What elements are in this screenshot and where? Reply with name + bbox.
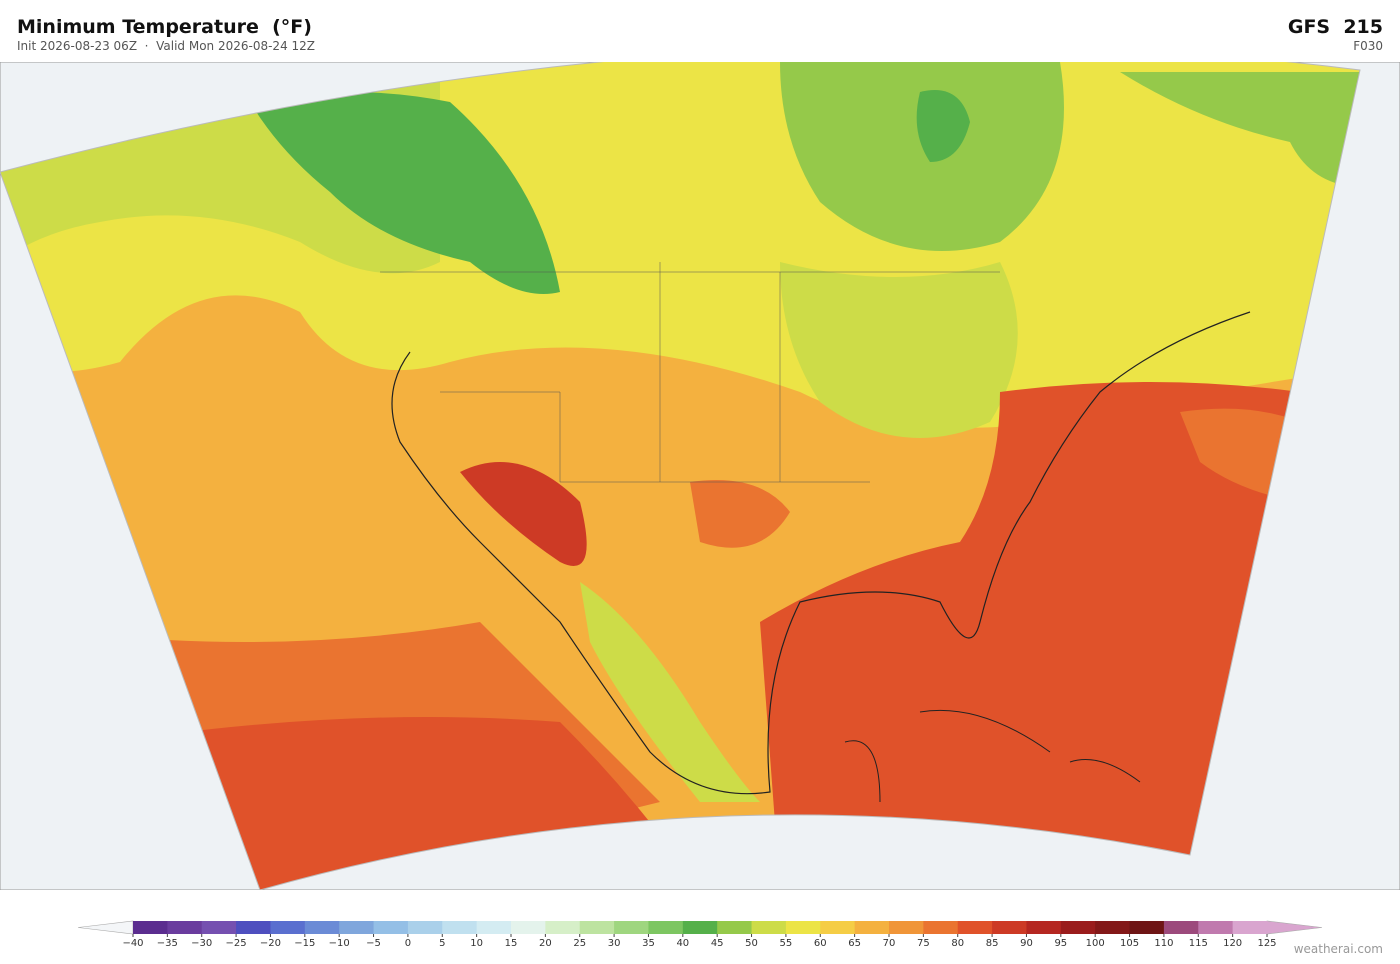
colorbar-segment — [373, 921, 409, 934]
colorbar-under — [77, 920, 134, 935]
colorbar-label: −5 — [366, 938, 381, 949]
title: Minimum Temperature (°F) — [17, 16, 312, 38]
colorbar-label: 70 — [883, 938, 896, 949]
colorbar-segment — [339, 921, 375, 934]
forecast-hour: F030 — [1353, 39, 1383, 53]
colorbar-segment — [304, 921, 340, 934]
colorbar-segment — [1026, 921, 1062, 934]
colorbar-label: 75 — [917, 938, 930, 949]
field-mexico-highland — [580, 582, 760, 802]
colorbar-segment — [133, 921, 168, 934]
colorbar-segment — [1163, 921, 1199, 934]
coastline — [391, 311, 1251, 795]
colorbar-label: −40 — [122, 938, 143, 949]
field-atlantic-warm — [1180, 408, 1300, 502]
colorbar-segment — [854, 921, 890, 934]
colorbar-segment — [785, 921, 821, 934]
field-plains-warm — [690, 480, 790, 548]
colorbar-label: 90 — [1020, 938, 1033, 949]
colorbar-segment — [270, 921, 306, 934]
colorbar-label: 55 — [780, 938, 793, 949]
temperature-field — [0, 62, 1360, 890]
colorbar-label: 20 — [539, 938, 552, 949]
colorbar: −40 −35 −30 −25 −20 −15 −10 −5 0 5 10 15 20 25 30 35 40 4… — [77, 920, 1323, 949]
colorbar-segment — [957, 921, 993, 934]
colorbar-label: 45 — [711, 938, 724, 949]
colorbar-over — [1266, 920, 1323, 935]
colorbar-segment — [511, 921, 546, 934]
colorbar-segment — [992, 921, 1027, 934]
colorbar-label: 0 — [405, 938, 411, 949]
colorbar-label: −15 — [294, 938, 315, 949]
colorbar-segment — [476, 921, 512, 934]
colorbar-label: 115 — [1189, 938, 1208, 949]
colorbar-segment — [579, 921, 615, 934]
field-green-west — [250, 92, 560, 294]
colorbar-segment — [167, 921, 203, 934]
colorbar-label: 95 — [1054, 938, 1067, 949]
colorbar-segment — [442, 921, 478, 934]
colorbar-label: 60 — [814, 938, 827, 949]
borders — [380, 262, 1000, 483]
colorbar-segment — [1232, 921, 1268, 934]
field-desert-hot — [460, 462, 587, 566]
colorbar-label: −35 — [157, 938, 178, 949]
credit: weatherai.com — [1293, 942, 1383, 956]
colorbar-label: 100 — [1086, 938, 1105, 949]
colorbar-segment — [682, 921, 718, 934]
colorbar-segment — [648, 921, 684, 934]
field-lakes — [780, 262, 1018, 438]
field-green-north — [780, 62, 1064, 251]
colorbar-segment — [614, 921, 649, 934]
colorbar-label: −20 — [260, 938, 281, 949]
colorbar-segment — [1060, 921, 1096, 934]
domain-edge — [0, 62, 1361, 890]
colorbar-segment — [923, 921, 959, 934]
colorbar-label: 105 — [1120, 938, 1139, 949]
colorbar-label: 40 — [676, 938, 689, 949]
field-green-patch — [916, 90, 970, 162]
colorbar-label: 15 — [505, 938, 518, 949]
colorbar-label: −25 — [226, 938, 247, 949]
colorbar-segment — [751, 921, 787, 934]
colorbar-segment — [889, 921, 924, 934]
colorbar-segment — [236, 921, 271, 934]
field-green-east — [1120, 72, 1360, 187]
colorbar-label: 120 — [1223, 938, 1242, 949]
colorbar-label: 65 — [848, 938, 861, 949]
colorbar-label: 80 — [951, 938, 964, 949]
colorbar-label: 125 — [1257, 938, 1276, 949]
colorbar-label: 35 — [642, 938, 655, 949]
colorbar-label: 10 — [470, 938, 483, 949]
colorbar-segment — [407, 921, 443, 934]
colorbar-label: −30 — [191, 938, 212, 949]
colorbar-segment — [1129, 921, 1165, 934]
colorbar-label: 110 — [1154, 938, 1173, 949]
colorbar-label: 50 — [745, 938, 758, 949]
colorbar-segment — [1198, 921, 1234, 934]
colorbar-label: 5 — [439, 938, 445, 949]
colorbar-segment — [201, 921, 237, 934]
model-label: GFS 215 — [1287, 16, 1383, 38]
colorbar-segment — [545, 921, 581, 934]
coastline-islands — [844, 709, 1141, 803]
colorbar-segment — [717, 921, 753, 934]
map — [0, 62, 1400, 890]
subtitle: Init 2026-08-23 06Z · Valid Mon 2026-08-… — [17, 39, 316, 53]
colorbar-label: 30 — [608, 938, 621, 949]
colorbar-segment — [1095, 921, 1131, 934]
colorbar-label: 25 — [573, 938, 586, 949]
colorbar-segment — [820, 921, 856, 934]
colorbar-label: −10 — [329, 938, 350, 949]
colorbar-label: 85 — [986, 938, 999, 949]
